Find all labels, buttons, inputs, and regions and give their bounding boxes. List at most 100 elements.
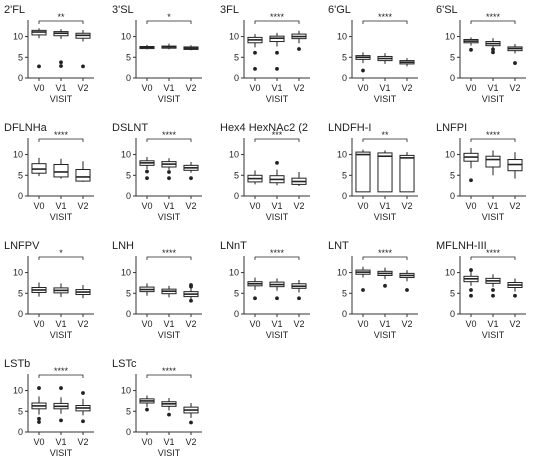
x-tick-label: V0 [249,83,260,93]
box-v2 [507,278,523,298]
significance-bracket [146,256,192,260]
x-axis-title: VISIT [374,330,397,340]
x-axis-title: VISIT [482,212,505,222]
significance-label: ** [57,12,65,22]
box-v0 [247,170,263,185]
outlier-point [491,288,495,292]
box-v1 [53,158,69,179]
x-tick-label: V2 [185,83,196,93]
panel-title: LNFPI [436,122,467,134]
y-tick-label: 10 [13,150,23,160]
x-tick-label: V1 [487,83,498,93]
significance-label: **** [270,12,285,22]
box-v1 [485,274,501,298]
outlier-point [81,391,85,395]
panel: MFLNH-III 0 5 10 V0 V1 V2 VISIT **** [436,240,526,340]
y-tick-label: 0 [342,309,347,319]
x-tick-label: V1 [55,201,66,211]
box-v2 [75,161,91,182]
y-tick-label: 5 [126,406,131,416]
panel: 2'FL 0 5 10 V0 V1 V2 VISIT ** [4,4,94,104]
outlier-point [469,47,473,52]
box-v1 [53,29,69,68]
panel: LSTc 0 5 10 V0 V1 V2 VISIT **** [112,358,202,458]
box-v1 [485,150,501,176]
iqr-box [399,154,415,193]
significance-bracket [38,256,84,260]
outlier-point [189,284,193,289]
box-v0 [355,52,371,73]
significance-bracket [362,138,408,142]
significance-bracket [38,138,84,142]
iqr-box [377,152,393,193]
x-tick-label: V2 [509,319,520,329]
x-axis-title: VISIT [50,94,73,104]
y-tick-label: 10 [445,268,455,278]
box-v0 [463,37,479,52]
y-tick-label: 0 [18,427,23,437]
box-v1 [161,398,177,417]
outlier-point [59,386,63,390]
y-tick-label: 5 [450,288,455,298]
y-tick-label: 10 [229,150,239,160]
y-tick-label: 10 [13,32,23,42]
iqr-box [75,168,91,182]
y-tick-label: 0 [126,73,131,83]
y-tick-label: 0 [18,73,23,83]
y-tick-label: 0 [126,309,131,319]
x-tick-label: V0 [33,201,44,211]
x-axis-title: VISIT [158,212,181,222]
panel-title: LNDFH-I [328,122,371,134]
iqr-box [355,151,371,193]
panel-title: DSLNT [112,122,148,134]
significance-bracket [38,20,84,24]
significance-label: **** [270,248,285,258]
x-tick-label: V1 [271,83,282,93]
x-tick-label: V0 [33,437,44,447]
outlier-point [189,298,193,303]
outlier-point [167,412,171,417]
box-v0 [31,157,47,177]
panel-title: 3FL [220,4,239,16]
x-tick-label: V0 [465,319,476,329]
outlier-point [59,60,63,65]
panel: 6'SL 0 5 10 V0 V1 V2 VISIT **** [436,4,526,104]
outlier-point [145,176,149,181]
outlier-point [81,419,85,424]
box-v0 [355,149,371,193]
box-v1 [377,53,393,64]
outlier-point [469,288,473,292]
x-tick-label: V2 [77,437,88,447]
panel-title: LNnT [220,240,247,252]
outlier-point [253,50,257,55]
y-tick-label: 5 [126,52,131,62]
y-tick-label: 10 [13,386,23,396]
significance-bracket [362,20,408,24]
x-tick-label: V2 [77,319,88,329]
outlier-point [275,296,279,301]
box-v0 [31,386,47,424]
box-v2 [75,391,91,424]
box-v1 [53,283,69,298]
outlier-point [253,66,257,71]
outlier-point [361,68,365,73]
y-tick-label: 5 [234,52,239,62]
panel-title: LSTc [112,358,137,370]
outlier-point [361,288,365,292]
box-v2 [399,270,415,292]
y-tick-label: 0 [234,191,239,201]
significance-bracket [470,138,516,142]
x-axis-title: VISIT [50,330,73,340]
outlier-point [189,420,193,425]
x-axis-title: VISIT [374,212,397,222]
outlier-point [59,418,63,423]
box-v0 [247,34,263,71]
y-tick-label: 10 [229,268,239,278]
outlier-point [469,268,473,272]
x-tick-label: V1 [379,319,390,329]
x-tick-label: V1 [379,201,390,211]
y-tick-label: 0 [342,73,347,83]
significance-label: **** [486,130,501,140]
box-v0 [463,268,479,298]
